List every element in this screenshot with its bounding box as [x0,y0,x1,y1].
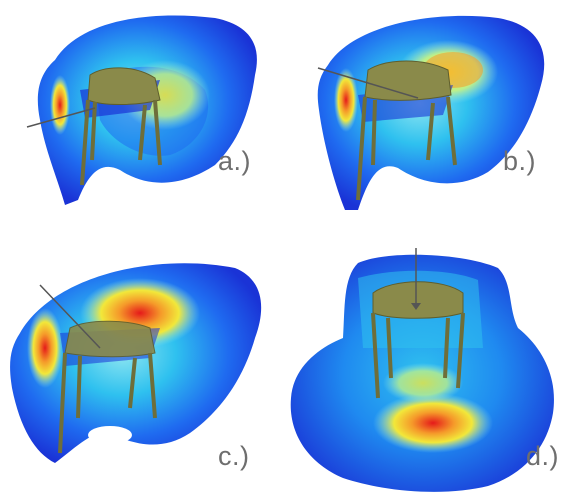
panel-d: d.) [283,248,565,495]
panel-a: a.) [0,0,282,247]
panel-label-b: b.) [503,146,537,176]
panel-label-d: d.) [526,441,560,471]
stress-plot-b [317,15,545,210]
panel-b: b.) [283,0,565,247]
stress-plot-c [10,263,262,463]
stress-plot-d [290,248,554,492]
panel-label-a: a.) [218,146,252,176]
panel-c: c.) [0,248,282,495]
stress-plot-a [26,15,257,206]
panel-label-c: c.) [218,441,250,471]
